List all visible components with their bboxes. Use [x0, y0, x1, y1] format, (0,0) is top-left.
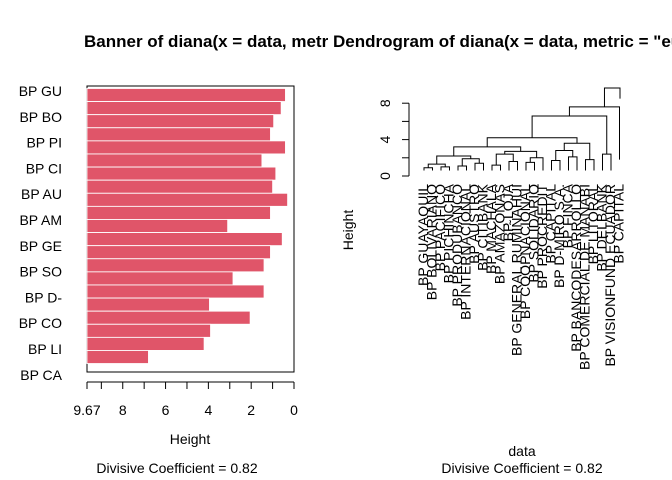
banner-bar	[86, 350, 149, 364]
dendro-link	[423, 167, 433, 171]
dendro-link	[568, 106, 620, 160]
banner-x-tick-label: 9.67	[73, 402, 100, 418]
dendro-link	[508, 160, 518, 171]
dendro-link	[555, 150, 574, 161]
dendro-subtitle: Divisive Coefficient = 0.82	[441, 460, 602, 476]
dendro-link	[563, 142, 591, 160]
banner-row-label: BP AM	[19, 212, 62, 228]
dendro-link	[491, 164, 501, 171]
banner-bar	[86, 140, 286, 155]
banner-bar	[86, 271, 234, 286]
banner-row-label: BP BO	[19, 109, 62, 125]
banner-row-label: BP CA	[20, 367, 62, 383]
left-title-backdrop	[80, 28, 330, 54]
banner-bar	[86, 219, 229, 233]
banner-x-label: Height	[170, 431, 211, 447]
dendro-y-tick-label: 8	[377, 99, 393, 107]
banner-row-label: BP GE	[19, 238, 62, 254]
banner-bar	[86, 114, 275, 129]
dendro-leaf-label: BP PACIFICO	[432, 184, 448, 272]
dendro-leaf-label: BP PRODUBANCO	[449, 184, 465, 307]
dendro-link	[603, 87, 621, 107]
dendro-link	[486, 137, 578, 147]
dendro-leaf-label: BP VISIONFUND ECUADOR	[602, 184, 618, 367]
dendro-leaf-label: BP CAPITAL	[543, 184, 559, 264]
banner-bar	[86, 336, 205, 351]
dendro-leaf-label: BP PICHINCHA	[441, 183, 457, 283]
banner-bar	[86, 258, 265, 273]
dendro-leaf-label: BP COMERCIAL DE MANABI	[577, 184, 593, 370]
dendro-leaf-label: BP COOPNACIONAL	[517, 184, 533, 319]
dendro-leaf-label: BP DELBANK	[594, 183, 610, 271]
dendro-x-label: data	[508, 443, 535, 459]
banner-bar	[86, 192, 288, 207]
dendro-link	[551, 160, 561, 171]
dendro-link	[427, 163, 446, 168]
dendro-leaf-label: BP CAPITAL	[611, 184, 627, 264]
banner-x-tick-label: 6	[162, 402, 170, 418]
dendro-leaf-label: BP BANCODESARROLLO	[568, 184, 584, 352]
banner-bar	[86, 153, 263, 168]
banner-x-tick-label: 2	[247, 402, 255, 418]
dendro-link	[495, 153, 514, 166]
dendro-leaf-label: BP LITORAL	[585, 184, 601, 265]
dendro-leaf-label: BP AMAZONAS	[492, 184, 508, 284]
banner-bar	[86, 297, 210, 312]
banner-bar	[86, 245, 271, 260]
dendro-link	[529, 157, 544, 171]
banner-row-label: BP CO	[19, 315, 62, 331]
banner-row-label: BP AU	[21, 186, 62, 202]
dendro-leaf-label: BP INTERNACIONAL	[458, 184, 474, 320]
banner-bar	[86, 127, 271, 142]
banner-bar	[86, 310, 251, 325]
left-chart-title: Banner of diana(x = data, metric = "eucl…	[84, 32, 462, 51]
right-chart-title: Dendrogram of diana(x = data, metric = "…	[333, 32, 672, 51]
dendro-link	[585, 159, 595, 171]
dendro-leaf-label: BP PROCREDIT	[534, 184, 550, 289]
dendro-link	[602, 153, 612, 171]
banner-row-label: BP CI	[26, 160, 62, 176]
dendro-link	[440, 166, 450, 171]
dendro-link	[474, 162, 484, 171]
dendro-link	[568, 156, 578, 171]
banner-row-label: BP SO	[19, 264, 62, 280]
dendro-leaf-label: BP FINCA	[560, 183, 576, 248]
banner-bar	[86, 88, 286, 102]
dendro-y-label: Height	[340, 210, 356, 251]
dendro-leaf-label: BP GUAYAQUIL	[415, 184, 431, 286]
banner-x-tick-label: 8	[119, 402, 127, 418]
dendro-link	[525, 161, 535, 171]
dendro-leaf-label: BP D-MIRO S.A.	[551, 184, 567, 288]
dendro-link	[457, 165, 467, 171]
dendro-y-tick-label: 0	[377, 172, 393, 180]
dendro-leaf-label: BP AUSTRO	[466, 184, 482, 264]
banner-bar	[86, 232, 283, 247]
banner-bar	[86, 166, 277, 181]
dendro-y-tick-label: 4	[377, 135, 393, 143]
banner-row-label: BP D-	[25, 289, 62, 305]
banner-row-label: BP LI	[28, 341, 62, 357]
dendro-link	[531, 115, 608, 155]
dendro-leaf-label: BP SOLIDARIO	[526, 184, 542, 283]
banner-bar	[86, 323, 211, 338]
banner-bar	[86, 284, 265, 299]
banner-row-label: BP PI	[26, 135, 62, 151]
dendro-leaf-label: BP BOLIVARIANO	[424, 184, 440, 300]
banner-subtitle: Divisive Coefficient = 0.82	[96, 460, 257, 476]
dendro-link	[461, 158, 480, 166]
banner-x-tick-label: 4	[204, 402, 212, 418]
banner-bar	[86, 101, 282, 115]
banner-bar	[86, 205, 271, 220]
dendro-leaf-label: BP MACHALA	[483, 183, 499, 274]
dendro-leaf-label: BP GENERAL RUMIÑAHUI	[509, 184, 525, 356]
dendro-leaf-label: BP LOJA	[500, 183, 516, 241]
dendro-leaf-label: BP CITIBANK	[475, 183, 491, 271]
banner-x-tick-label: 0	[290, 402, 298, 418]
dendro-link	[436, 155, 472, 165]
banner-row-label: BP GU	[19, 83, 62, 99]
banner-bar	[86, 179, 273, 194]
